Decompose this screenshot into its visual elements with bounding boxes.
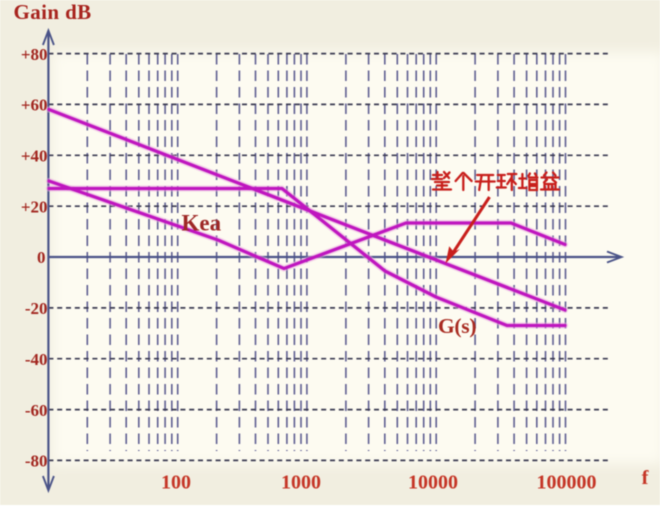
svg-text:+60: +60 (21, 96, 48, 115)
svg-text:+20: +20 (21, 197, 48, 216)
svg-text:100: 100 (161, 472, 191, 494)
svg-text:+40: +40 (21, 147, 48, 166)
svg-text:-40: -40 (25, 350, 48, 369)
svg-text:G(s): G(s) (438, 314, 476, 338)
svg-text:-60: -60 (25, 401, 48, 420)
svg-text:-80: -80 (25, 452, 48, 471)
svg-text:-20: -20 (25, 299, 48, 318)
svg-text:f: f (642, 467, 650, 489)
svg-text:0: 0 (37, 248, 46, 267)
svg-text:100000: 100000 (537, 472, 597, 494)
svg-text:Gain dB: Gain dB (14, 0, 92, 24)
svg-text:Kea: Kea (182, 211, 222, 236)
svg-text:+80: +80 (21, 45, 48, 64)
svg-text:10000: 10000 (408, 472, 458, 494)
svg-text:1000: 1000 (281, 472, 321, 494)
